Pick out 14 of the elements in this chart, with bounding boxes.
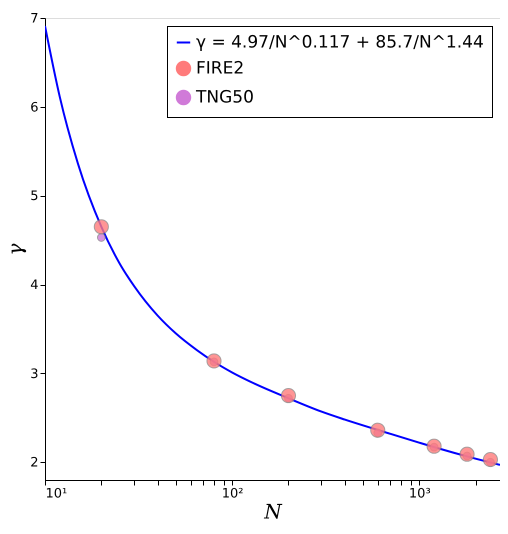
y-tick-label: 3	[30, 366, 38, 382]
y-tick-label: 2	[30, 456, 38, 471]
legend-label: γ = 4.97/N^0.117 + 85.7/N^1.44	[196, 32, 484, 52]
y-tick-label: 7	[30, 12, 38, 26]
y-tick-label: 4	[30, 278, 38, 294]
x-tick-label: 10²	[222, 486, 244, 502]
legend-label: TNG50	[195, 88, 254, 108]
y-tick-label: 5	[30, 189, 38, 204]
x-tick-label: 10¹	[46, 486, 68, 502]
x-axis-title: N	[263, 500, 284, 524]
y-tick-label: 6	[30, 100, 38, 116]
y-axis-title: γ	[3, 243, 28, 256]
x-tick-label: 10³	[408, 486, 431, 502]
legend-label: FIRE2	[196, 58, 244, 78]
